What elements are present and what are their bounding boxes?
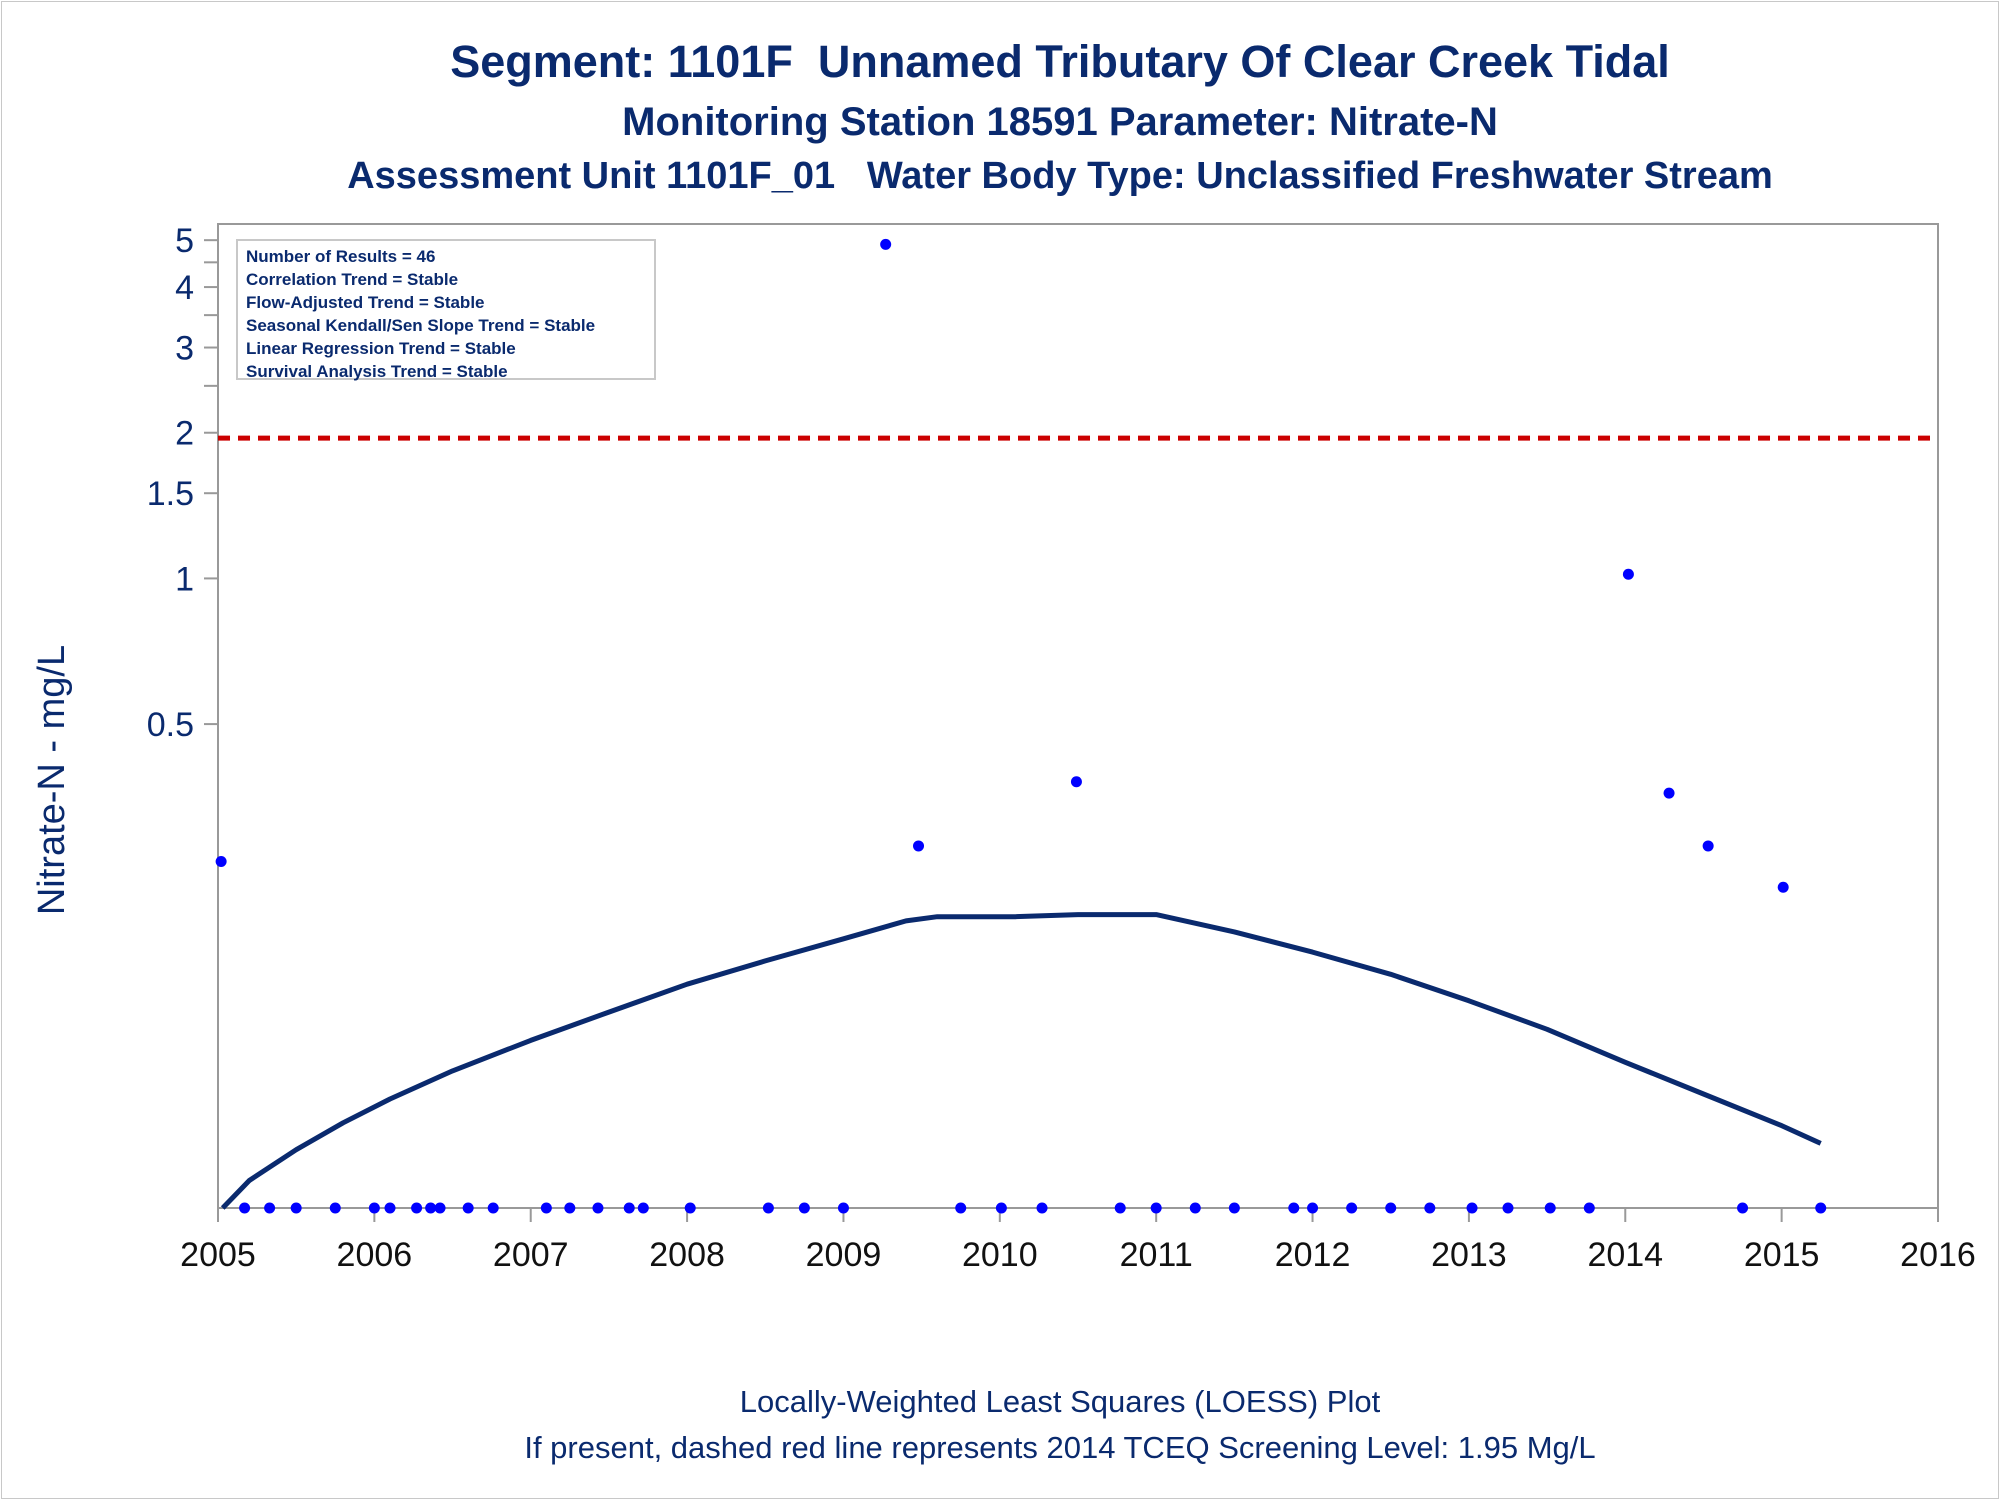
data-point (1663, 787, 1675, 799)
trend-statistics-box: Number of Results = 46 Correlation Trend… (236, 239, 656, 381)
x-tick-label: 2010 (962, 1236, 1038, 1274)
y-tick-label: 4 (175, 269, 194, 307)
x-tick-label: 2015 (1744, 1236, 1820, 1274)
data-point (1466, 1202, 1478, 1214)
data-point (264, 1202, 276, 1214)
chart-subtitle-station: Monitoring Station 18591 Parameter: Nitr… (622, 100, 1498, 144)
x-tick-label: 2005 (180, 1236, 256, 1274)
data-point (623, 1202, 635, 1214)
y-tick-label: 0.5 (147, 706, 194, 744)
stats-linear-regression-trend: Linear Regression Trend = Stable (246, 339, 516, 358)
data-point (1346, 1202, 1358, 1214)
stats-correlation-trend: Correlation Trend = Stable (246, 270, 459, 289)
data-point (1150, 1202, 1162, 1214)
data-point (1307, 1202, 1319, 1214)
x-tick-label: 2014 (1587, 1236, 1663, 1274)
y-tick-label: 1.5 (147, 475, 194, 513)
data-point (290, 1202, 302, 1214)
data-point (215, 856, 227, 868)
loess-curve (220, 912, 1822, 1210)
chart-subtitle-assessment: Assessment Unit 1101F_01 Water Body Type… (347, 155, 1773, 197)
data-point (1228, 1202, 1240, 1214)
data-point (462, 1202, 474, 1214)
data-point (487, 1202, 499, 1214)
data-point (329, 1202, 341, 1214)
x-tick-label: 2008 (649, 1236, 725, 1274)
y-tick-label: 2 (175, 415, 194, 453)
y-tick-label: 5 (175, 222, 194, 260)
x-tick-label: 2009 (806, 1236, 882, 1274)
data-point (1702, 840, 1714, 852)
stats-survival-analysis-trend: Survival Analysis Trend = Stable (246, 362, 508, 381)
data-point (1424, 1202, 1436, 1214)
y-axis: 0.5 1 1.5 2 3 4 5 (147, 222, 218, 744)
data-point (368, 1202, 380, 1214)
data-point (425, 1202, 437, 1214)
y-tick-label: 3 (175, 330, 194, 368)
data-point (637, 1202, 649, 1214)
data-point (880, 238, 892, 250)
loess-group (220, 912, 1822, 1210)
data-point (411, 1202, 423, 1214)
data-point (684, 1202, 696, 1214)
data-point (837, 1202, 849, 1214)
data-point (995, 1202, 1007, 1214)
stats-number-of-results: Number of Results = 46 (246, 247, 436, 266)
data-point (1583, 1202, 1595, 1214)
data-point (762, 1202, 774, 1214)
data-point (434, 1202, 446, 1214)
data-point (564, 1202, 576, 1214)
data-point (1777, 881, 1789, 893)
data-point (955, 1202, 967, 1214)
data-point (1114, 1202, 1126, 1214)
data-points-group (215, 238, 1827, 1214)
x-tick-label: 2007 (493, 1236, 569, 1274)
data-point (592, 1202, 604, 1214)
data-point (540, 1202, 552, 1214)
x-tick-label: 2012 (1275, 1236, 1351, 1274)
data-point (1070, 776, 1082, 788)
stats-flow-adjusted-trend: Flow-Adjusted Trend = Stable (246, 293, 485, 312)
y-axis-label: Nitrate-N - mg/L (31, 645, 73, 915)
x-tick-label: 2016 (1900, 1236, 1976, 1274)
data-point (1737, 1202, 1749, 1214)
data-point (1189, 1202, 1201, 1214)
footnote-screening-level: If present, dashed red line represents 2… (524, 1430, 1596, 1465)
x-tick-label: 2013 (1431, 1236, 1507, 1274)
data-point (1288, 1202, 1300, 1214)
y-tick-label: 1 (175, 560, 194, 598)
data-point (1815, 1202, 1827, 1214)
x-tick-label: 2011 (1120, 1236, 1193, 1274)
x-axis: 2005 2006 2007 2008 2009 2010 2011 2012 2013 2014… (180, 1208, 1976, 1274)
plot-area (217, 223, 1939, 1209)
data-point (239, 1202, 251, 1214)
x-tick-label: 2006 (337, 1236, 413, 1274)
stats-seasonal-kendall-trend: Seasonal Kendall/Sen Slope Trend = Stabl… (246, 316, 596, 335)
data-point (1036, 1202, 1048, 1214)
data-point (384, 1202, 396, 1214)
footnote-loess: Locally-Weighted Least Squares (LOESS) P… (739, 1384, 1381, 1419)
chart-title: Segment: 1101F Unnamed Tributary Of Clea… (450, 36, 1670, 87)
data-point (798, 1202, 810, 1214)
data-point (1502, 1202, 1514, 1214)
data-point (1544, 1202, 1556, 1214)
data-point (913, 840, 925, 852)
data-point (1385, 1202, 1397, 1214)
data-point (1622, 568, 1634, 580)
